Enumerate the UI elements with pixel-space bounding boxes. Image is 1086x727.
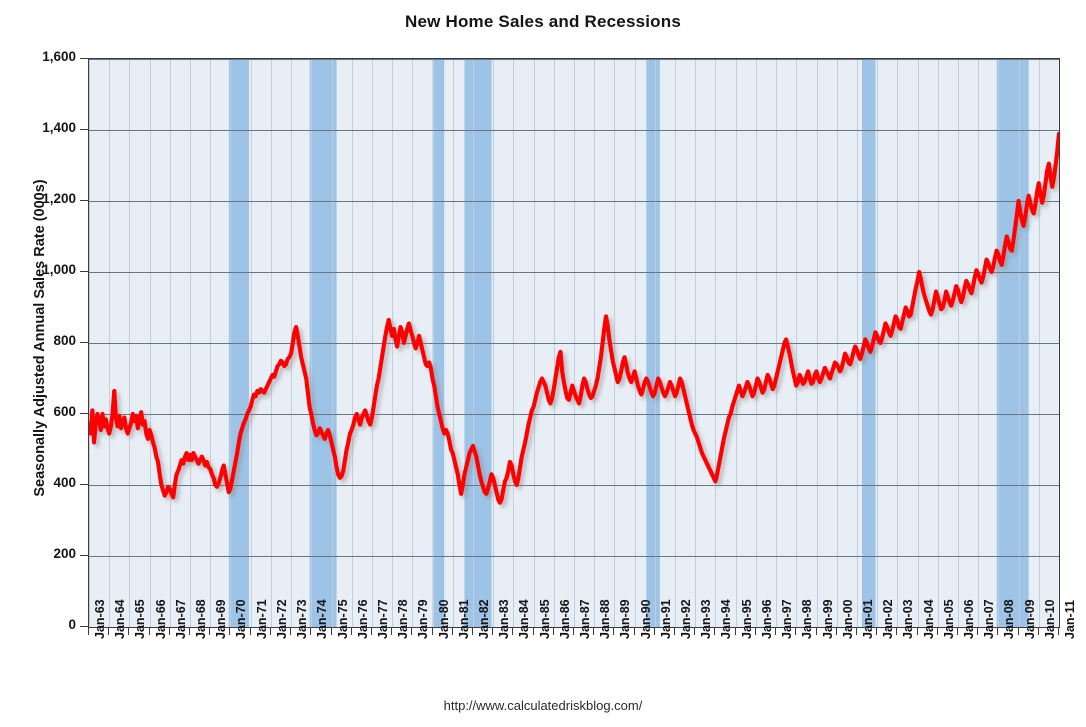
y-axis-tick-mark (80, 271, 88, 272)
x-axis-tick-mark (674, 628, 675, 635)
y-axis-label: Seasonally Adjusted Annual Sales Rate (0… (32, 179, 48, 497)
x-axis-tick-mark (876, 628, 877, 635)
x-axis-tick-mark (694, 628, 695, 635)
x-axis-tick-mark (108, 628, 109, 635)
source-url: http://www.calculatedriskblog.com/ (443, 698, 643, 713)
x-axis-tick-mark (997, 628, 998, 635)
x-axis-tick-mark (1038, 628, 1039, 635)
y-axis-tick-mark (80, 58, 88, 59)
x-axis-tick-mark (290, 628, 291, 635)
chart-canvas (89, 59, 1059, 627)
x-axis-tick-mark (432, 628, 433, 635)
x-axis-tick-label: Jan-11 (1063, 600, 1077, 639)
x-axis-tick-mark (735, 628, 736, 635)
plot-area (88, 58, 1060, 628)
y-axis-tick-label: 0 (68, 617, 76, 632)
x-axis-tick-mark (209, 628, 210, 635)
x-axis-tick-mark (654, 628, 655, 635)
x-axis-tick-mark (472, 628, 473, 635)
x-axis-tick-mark (634, 628, 635, 635)
x-axis-tick-mark (229, 628, 230, 635)
x-axis-tick-mark (593, 628, 594, 635)
x-axis-tick-mark (88, 628, 89, 635)
x-axis-tick-mark (896, 628, 897, 635)
x-axis-tick-mark (553, 628, 554, 635)
x-axis-tick-mark (351, 628, 352, 635)
x-axis-tick-mark (795, 628, 796, 635)
x-axis-tick-mark (714, 628, 715, 635)
x-axis-tick-mark (512, 628, 513, 635)
x-axis-tick-mark (189, 628, 190, 635)
x-axis-tick-mark (452, 628, 453, 635)
x-axis-tick-mark (270, 628, 271, 635)
x-axis-tick-mark (533, 628, 534, 635)
x-axis-tick-mark (128, 628, 129, 635)
data-series-layer (89, 131, 1059, 505)
x-axis-tick-mark (816, 628, 817, 635)
y-axis-tick-mark (80, 413, 88, 414)
y-axis-tick-mark (80, 200, 88, 201)
x-axis-tick-mark (169, 628, 170, 635)
x-axis-tick-mark (250, 628, 251, 635)
y-axis-tick-mark (80, 555, 88, 556)
x-axis-tick-mark (977, 628, 978, 635)
x-axis-tick-mark (1058, 628, 1059, 635)
x-axis-tick-mark (613, 628, 614, 635)
page-title: New Home Sales and Recessions (404, 12, 682, 31)
x-axis-tick-mark (775, 628, 776, 635)
x-axis-tick-mark (331, 628, 332, 635)
x-axis-tick-mark (937, 628, 938, 635)
y-axis-tick-mark (80, 626, 88, 627)
x-axis-tick-mark (411, 628, 412, 635)
x-axis-tick-mark (492, 628, 493, 635)
x-axis-tick-mark (836, 628, 837, 635)
x-axis-tick-mark (917, 628, 918, 635)
x-axis-tick-mark (755, 628, 756, 635)
x-axis-tick-mark (856, 628, 857, 635)
x-axis-tick-mark (371, 628, 372, 635)
series-line (89, 131, 1059, 505)
y-axis-tick-mark (80, 342, 88, 343)
x-axis-tick-mark (310, 628, 311, 635)
horizontal-gridlines (89, 59, 1059, 557)
y-axis-tick-mark (80, 484, 88, 485)
x-axis-tick-mark (149, 628, 150, 635)
y-axis-tick-mark (80, 129, 88, 130)
x-axis-tick-mark (573, 628, 574, 635)
x-axis-tick-mark (1018, 628, 1019, 635)
x-axis-tick-mark (391, 628, 392, 635)
x-axis-tick-mark (957, 628, 958, 635)
